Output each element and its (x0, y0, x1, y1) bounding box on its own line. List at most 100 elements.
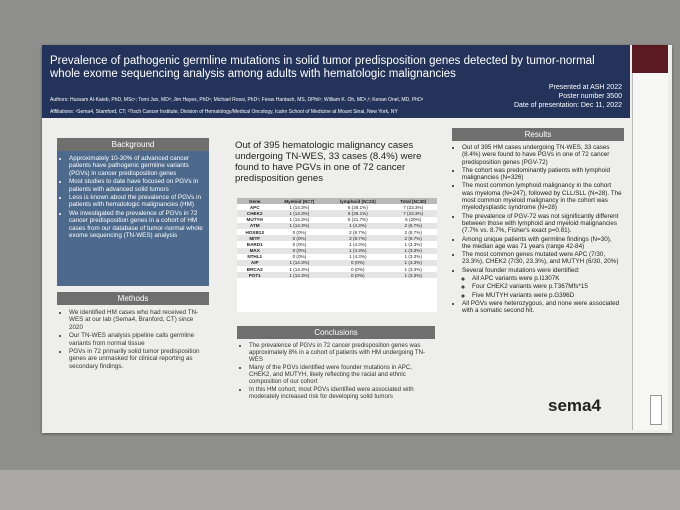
section-title: Background (57, 138, 209, 151)
section-title: Methods (57, 292, 209, 305)
cell: 1 (3.3%) (404, 241, 422, 247)
cell: 0 (0%) (351, 266, 365, 272)
cell: 2 (6.7%) (389, 235, 437, 242)
bullet: We investigated the prevalence of PGVs i… (69, 210, 205, 240)
gene-cell: MITF (237, 235, 273, 242)
bullet: Several founder mutations were identifie… (462, 267, 622, 274)
side-strip (632, 45, 668, 430)
bullet-list: The prevalence of PGVs in 72 cancer pred… (237, 339, 435, 400)
table-row: AIP 1 (14.3%) 0 (0%) 1 (3.3%) (237, 259, 437, 267)
bullet: All PGVs were heterozygous, and none wer… (462, 300, 622, 315)
bullet: In this HM cohort, most PGVs identified … (249, 386, 432, 400)
cell: 1 (14.3%) (289, 204, 310, 210)
bullet: Many of the PGVs identified were founder… (249, 364, 432, 385)
cell: 1 (4.3%) (326, 247, 390, 254)
cell: 2 (8.7%) (326, 235, 390, 242)
bullet: PGVs in 72 primarily solid tumor predisp… (69, 348, 205, 370)
poster-title: Prevalence of pathogenic germline mutati… (50, 55, 595, 80)
bullet: Approximately 10-30% of advanced cancer … (69, 155, 205, 177)
gene-cell: ATM (237, 222, 273, 229)
cell: 1 (3.3%) (404, 254, 422, 260)
sub-bullet: Four CHEK2 variants were p.T367Mfs*15 (472, 283, 622, 290)
cell: 1 (3.3%) (404, 266, 422, 272)
affiliations: Affiliations: ¹Sema4, Stamford, CT; ²Tis… (50, 109, 398, 115)
gene-cell: APC (249, 204, 260, 210)
cell: 6 (26.1%) (347, 204, 368, 210)
cell: 1 (4.3%) (349, 254, 367, 260)
gene-cell: CHEK2 (237, 210, 273, 217)
background-section: Background Approximately 10-30% of advan… (57, 138, 209, 286)
gene-cell: HOXB13 (245, 229, 264, 235)
bullet: Our TN-WES analysis pipeline calls germl… (69, 332, 205, 347)
bullet: Most studies to date have focused on PGV… (69, 178, 205, 193)
table-row: POT1 1 (14.3%) 0 (0%) 1 (3.3%) (237, 272, 437, 279)
presentation-date: Date of presentation: Dec 11, 2022 (513, 102, 622, 109)
table-row: HOXB13 0 (0%) 2 (8.7%) 2 (6.7%) (237, 229, 437, 235)
presented: Presented at ASH 2022 (548, 84, 622, 91)
poster-number: Poster number 3500 (558, 93, 622, 100)
table-row: CHEK2 1 (14.3%) 6 (26.1%) 7 (23.3%) (237, 210, 437, 217)
bullet-list: We identified HM cases who had received … (57, 305, 209, 370)
cell: 0 (0%) (272, 247, 327, 254)
cell: 1 (14.3%) (289, 217, 310, 223)
cell: 1 (14.3%) (272, 210, 327, 217)
cell: 1 (4.3%) (349, 241, 367, 247)
cell: 7 (23.3%) (403, 204, 424, 210)
sub-bullet: Five MUTYH variants were p.G396D (472, 292, 622, 299)
table-row: NTHL1 0 (0%) 1 (4.3%) 1 (3.3%) (237, 254, 437, 260)
cell: 2 (6.7%) (389, 222, 437, 229)
cell: 1 (3.3%) (389, 259, 437, 267)
bullet-list: Out of 395 HM cases undergoing TN-WES, 3… (452, 141, 624, 315)
table-row: MITF 0 (0%) 2 (8.7%) 2 (6.7%) (237, 235, 437, 242)
column-header: Myeloid (N=7) (272, 198, 327, 205)
bullet: The most common lymphoid malignancy in t… (462, 182, 622, 211)
bullet: The cohort was predominantly patients wi… (462, 167, 622, 182)
table-row: MAX 0 (0%) 1 (4.3%) 1 (3.3%) (237, 247, 437, 254)
table-row: APC 1 (14.3%) 6 (26.1%) 7 (23.3%) (237, 204, 437, 210)
cell: 1 (14.3%) (272, 222, 327, 229)
cell: 1 (14.3%) (272, 272, 327, 279)
sub-list: All APC variants were p.I1307KFour CHEK2… (462, 275, 622, 299)
table-row: BRCA2 1 (14.3%) 0 (0%) 1 (3.3%) (237, 266, 437, 272)
cell: 1 (4.3%) (326, 222, 390, 229)
column-header: Total (N=30) (389, 198, 437, 205)
sub-bullet: All APC variants were p.I1307K (472, 275, 622, 282)
cell: 1 (14.3%) (289, 266, 310, 272)
gene-cell: NTHL1 (247, 254, 263, 260)
cell: 0 (0%) (292, 254, 307, 260)
cell: 0 (0%) (326, 259, 390, 267)
bullet: Among unique patients with germline find… (462, 236, 622, 251)
authors: Authors: Hussam Al-Kateb, PhD, MSc¹; Tom… (50, 97, 424, 103)
header (42, 45, 630, 118)
gene-cell: MAX (237, 247, 273, 254)
gene-table: Gene Myeloid (N=7) lymphoid (N=23) Total (N… (237, 198, 437, 279)
bullet: We identified HM cases who had received … (69, 309, 205, 331)
logo: sema4 (548, 396, 601, 415)
table-row: MUTYH 1 (14.3%) 5 (21.7%) 6 (20%) (237, 217, 437, 223)
cell: 0 (0%) (292, 241, 307, 247)
summary: Out of 395 hematologic malignancy cases … (235, 140, 422, 184)
bullet: Out of 395 HM cases undergoing TN-WES, 3… (462, 144, 622, 166)
cell: 1 (3.3%) (389, 272, 437, 279)
bullet: The prevalence of PGV-72 was not signifi… (462, 213, 622, 235)
bullet: The prevalence of PGVs in 72 cancer pred… (249, 342, 432, 363)
section-title: Conclusions (237, 326, 435, 339)
table-row: BARD1 0 (0%) 1 (4.3%) 1 (3.3%) (237, 241, 437, 247)
column-header: Gene (237, 198, 273, 205)
cell: 2 (8.7%) (349, 229, 367, 235)
gene-cell: POT1 (237, 272, 273, 279)
cell: 0 (0%) (326, 272, 390, 279)
column-header: lymphoid (N=23) (326, 198, 390, 205)
cell: 5 (21.7%) (347, 217, 368, 223)
results-section: Results Out of 395 HM cases undergoing T… (452, 128, 624, 398)
side-strip-tag (650, 395, 662, 425)
cell: 0 (0%) (272, 235, 327, 242)
cell: 6 (26.1%) (326, 210, 390, 217)
table-row: ATM 1 (14.3%) 1 (4.3%) 2 (6.7%) (237, 222, 437, 229)
cell: 7 (23.3%) (389, 210, 437, 217)
methods-section: Methods We identified HM cases who had r… (57, 292, 209, 392)
bullet-list: Approximately 10-30% of advanced cancer … (57, 151, 209, 239)
table-box: Gene Myeloid (N=7) lymphoid (N=23) Total (N… (237, 198, 437, 312)
cell: 1 (3.3%) (389, 247, 437, 254)
